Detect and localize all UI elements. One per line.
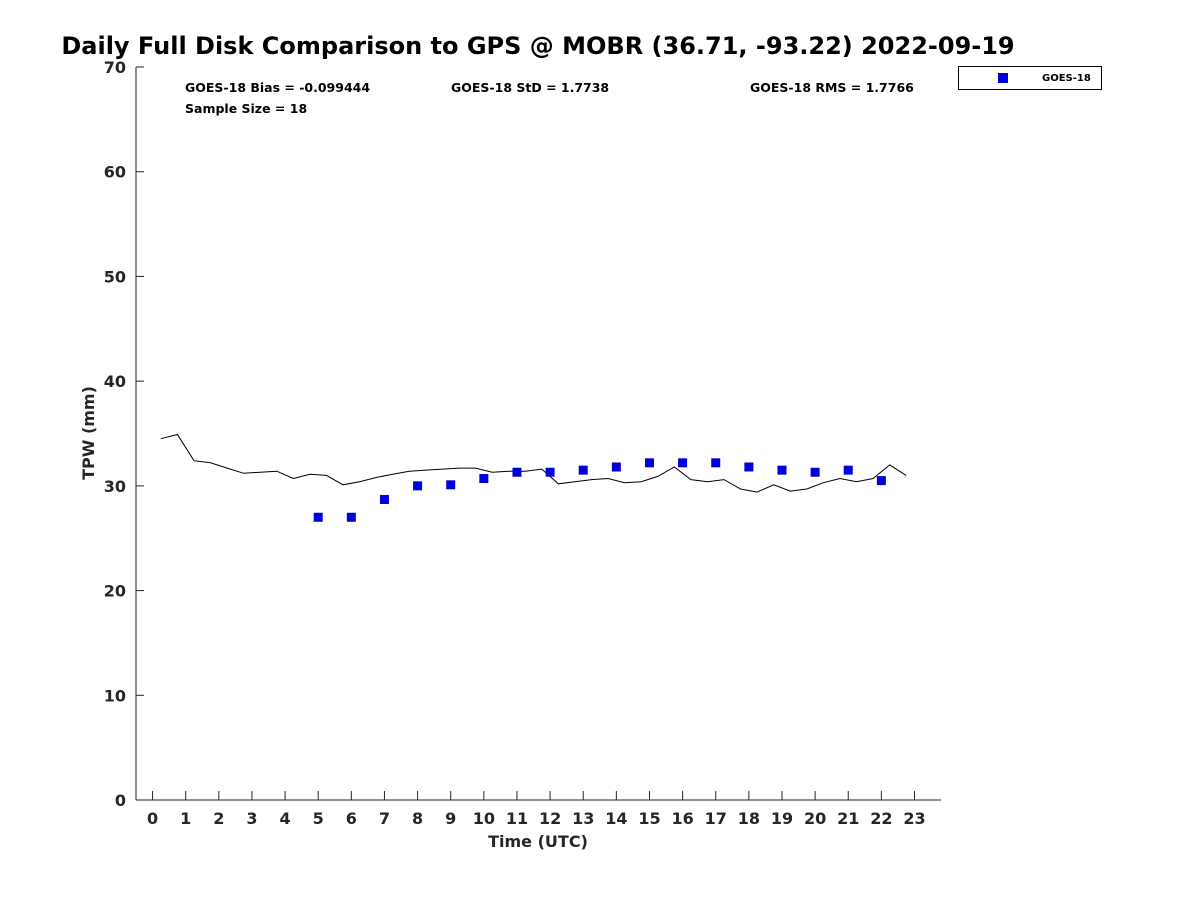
x-tick-label: 1 (180, 809, 191, 828)
chart-title: Daily Full Disk Comparison to GPS @ MOBR… (61, 32, 1014, 60)
x-tick-label: 18 (738, 809, 760, 828)
goes18-data-point (644, 458, 654, 468)
x-tick-label: 15 (638, 809, 660, 828)
y-tick-label: 70 (104, 58, 126, 77)
goes18-data-point (611, 462, 621, 472)
x-tick-label: 16 (671, 809, 693, 828)
legend-marker-goes18 (998, 73, 1008, 83)
x-tick-label: 20 (804, 809, 826, 828)
goes18-data-point (876, 476, 886, 486)
goes18-data-point (777, 465, 787, 475)
axes (135, 67, 941, 801)
x-tick-label: 12 (539, 809, 561, 828)
y-tick-label: 10 (104, 686, 126, 705)
stat-bias: GOES-18 Bias = -0.099444 (185, 80, 370, 95)
goes18-data-point (413, 481, 423, 491)
y-tick-label: 60 (104, 163, 126, 182)
gps-line-series (160, 433, 907, 493)
x-tick-label: 3 (246, 809, 257, 828)
legend-label-goes18: GOES-18 (1042, 73, 1091, 84)
y-tick-label: 30 (104, 477, 126, 496)
x-tick-label: 5 (313, 809, 324, 828)
y-axis-label: TPW (mm) (79, 386, 98, 480)
x-tick-label: 2 (213, 809, 224, 828)
y-tick-label: 0 (115, 791, 126, 810)
y-tick-label: 50 (104, 267, 126, 286)
x-tick-label: 13 (572, 809, 594, 828)
goes18-data-point (512, 467, 522, 477)
y-ticks: 0 10 20 30 40 50 60 70 (104, 58, 144, 810)
gps-tpw-line (160, 433, 907, 493)
x-tick-label: 23 (903, 809, 925, 828)
legend: GOES-18 (958, 66, 1102, 90)
stat-rms: GOES-18 RMS = 1.7766 (750, 80, 914, 95)
goes18-data-point (843, 465, 853, 475)
x-tick-label: 6 (346, 809, 357, 828)
x-tick-label: 22 (870, 809, 892, 828)
stat-std: GOES-18 StD = 1.7738 (451, 80, 609, 95)
y-tick-label: 20 (104, 582, 126, 601)
stat-sample-size: Sample Size = 18 (185, 101, 307, 116)
goes18-data-point (313, 512, 323, 522)
goes18-data-point (810, 467, 820, 477)
x-tick-label: 9 (445, 809, 456, 828)
goes18-scatter-series (313, 458, 886, 522)
goes18-data-point (545, 467, 555, 477)
x-tick-label: 11 (506, 809, 528, 828)
goes18-data-point (446, 480, 456, 490)
legend-box (958, 66, 1102, 90)
goes18-data-point (346, 512, 356, 522)
goes18-data-point (711, 458, 721, 468)
goes18-data-point (678, 458, 688, 468)
x-tick-label: 19 (771, 809, 793, 828)
goes18-data-point (744, 462, 754, 472)
x-tick-label: 17 (705, 809, 727, 828)
goes18-data-point (578, 465, 588, 475)
x-tick-label: 7 (379, 809, 390, 828)
x-tick-label: 8 (412, 809, 423, 828)
x-tick-label: 4 (280, 809, 291, 828)
x-axis-label: Time (UTC) (488, 832, 588, 851)
x-tick-label: 10 (473, 809, 495, 828)
x-tick-label: 14 (605, 809, 627, 828)
x-tick-label: 21 (837, 809, 859, 828)
x-tick-label: 0 (147, 809, 158, 828)
goes18-data-point (379, 494, 389, 504)
y-tick-label: 40 (104, 372, 126, 391)
x-ticks: 0 1 2 3 4 5 6 7 8 9 10 11 12 13 14 15 16 17 18 19 20 21 22 23 (147, 791, 926, 828)
goes18-data-point (479, 474, 489, 484)
